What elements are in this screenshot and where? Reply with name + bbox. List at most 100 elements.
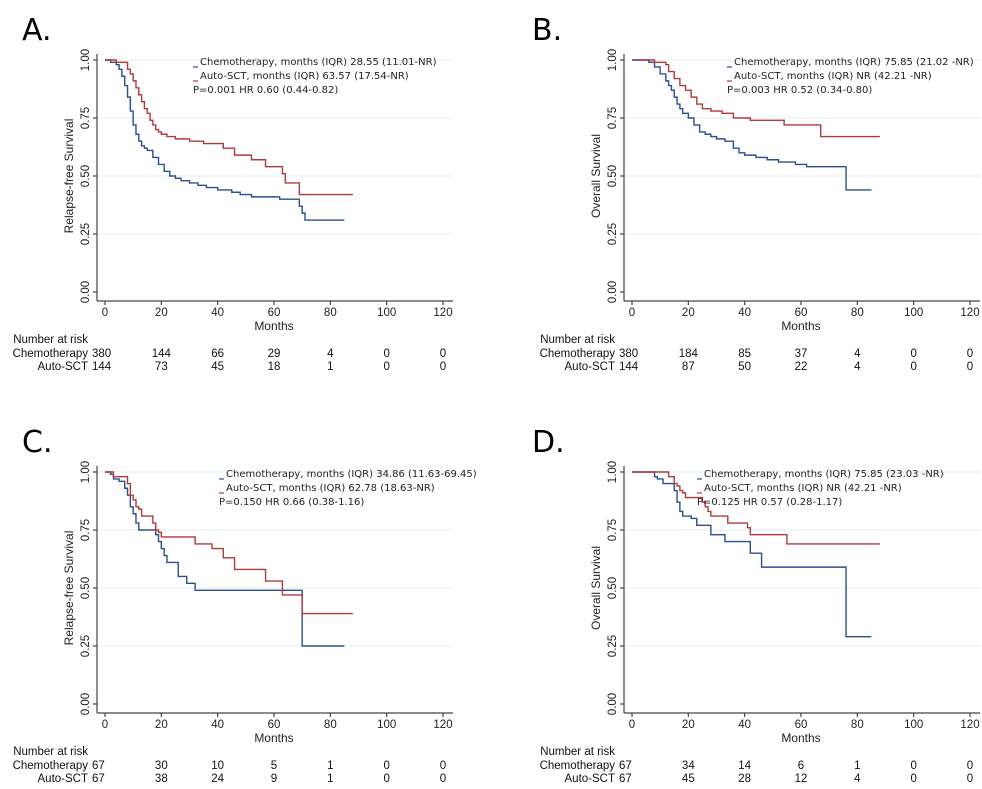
- stats-annotation: P=0.001 HR 0.60 (0.44-0.82): [193, 85, 338, 96]
- y-tick-label: 0.75: [607, 107, 619, 129]
- risk-count: 0: [967, 760, 973, 772]
- y-tick-label: 0.75: [607, 519, 619, 541]
- x-tick-label: 40: [738, 719, 751, 731]
- risk-count: 4: [327, 348, 334, 360]
- risk-count: 73: [155, 361, 168, 373]
- panel-letter: B.: [532, 13, 562, 48]
- legend-entry: Auto-SCT, months (IQR) 63.57 (17.54-NR): [200, 71, 409, 82]
- risk-count: 144: [619, 361, 639, 373]
- x-tick-label: 40: [211, 307, 224, 319]
- risk-row-label: Auto-SCT: [565, 361, 616, 373]
- x-axis-title: Months: [781, 319, 820, 333]
- risk-count: 0: [440, 773, 446, 785]
- risk-count: 66: [211, 348, 224, 360]
- risk-count: 380: [92, 348, 111, 360]
- risk-count: 0: [440, 361, 446, 373]
- risk-count: 380: [619, 348, 638, 360]
- legend-entry: Chemotherapy, months (IQR) 34.86 (11.63-…: [226, 469, 477, 480]
- risk-count: 67: [92, 760, 105, 772]
- y-tick-label: 1.00: [607, 49, 619, 71]
- risk-count: 67: [619, 773, 632, 785]
- panel-letter: C.: [22, 425, 52, 460]
- survival-curve-chemotherapy: [105, 59, 345, 221]
- legend-entry: Chemotherapy, months (IQR) 75.85 (21.02 …: [734, 57, 974, 68]
- risk-count: 0: [440, 760, 446, 772]
- y-tick-label: 0.50: [80, 577, 92, 599]
- risk-count: 10: [211, 760, 224, 772]
- x-tick-label: 0: [629, 307, 635, 319]
- survival-curve-auto-sct: [105, 59, 353, 196]
- risk-count: 1: [327, 760, 333, 772]
- risk-count: 9: [271, 773, 277, 785]
- risk-count: 5: [271, 760, 277, 772]
- panel-letter: A.: [22, 13, 52, 48]
- risk-count: 67: [619, 760, 632, 772]
- risk-count: 87: [682, 361, 695, 373]
- legend-entry: Auto-SCT, months (IQR) 62.78 (18.63-NR): [226, 483, 435, 494]
- survival-curve-chemotherapy: [105, 471, 345, 647]
- x-tick-label: 40: [738, 307, 751, 319]
- y-axis-title: Relapse-free Survival: [62, 119, 76, 234]
- risk-row-label: Chemotherapy: [540, 760, 616, 772]
- risk-count: 0: [967, 773, 973, 785]
- risk-count: 12: [795, 773, 808, 785]
- x-tick-label: 20: [682, 307, 695, 319]
- legend-entry: Auto-SCT, months (IQR) NR (42.21 -NR): [704, 483, 902, 494]
- risk-table-title: Number at risk: [540, 746, 615, 758]
- risk-count: 144: [92, 361, 112, 373]
- y-tick-label: 1.00: [80, 461, 92, 483]
- y-axis-title: Relapse-free Survival: [62, 531, 76, 646]
- risk-count: 1: [854, 760, 860, 772]
- x-axis-title: Months: [254, 731, 293, 745]
- risk-count: 22: [795, 361, 808, 373]
- risk-count: 24: [211, 773, 224, 785]
- risk-count: 0: [383, 348, 389, 360]
- x-tick-label: 80: [324, 719, 337, 731]
- x-tick-label: 120: [433, 307, 452, 319]
- x-tick-label: 100: [904, 307, 923, 319]
- risk-count: 4: [854, 348, 861, 360]
- x-tick-label: 100: [904, 719, 923, 731]
- risk-count: 4: [854, 773, 861, 785]
- x-tick-label: 20: [155, 719, 168, 731]
- y-tick-label: 0.00: [607, 281, 619, 303]
- y-tick-label: 0.25: [607, 635, 619, 657]
- y-tick-label: 1.00: [80, 49, 92, 71]
- risk-count: 6: [798, 760, 804, 772]
- risk-table-title: Number at risk: [13, 746, 88, 758]
- km-panel-b: B.0.000.250.500.751.000 20 40 60 80 100 120Mon…: [532, 13, 980, 373]
- legend-entry: Auto-SCT, months (IQR) NR (42.21 -NR): [734, 71, 932, 82]
- risk-count: 50: [738, 361, 751, 373]
- risk-count: 67: [92, 773, 105, 785]
- risk-count: 4: [854, 361, 861, 373]
- stats-annotation: P=0.003 HR 0.52 (0.34-0.80): [727, 85, 872, 96]
- y-tick-label: 0.50: [607, 165, 619, 187]
- y-tick-label: 0.00: [80, 693, 92, 715]
- risk-row-label: Chemotherapy: [13, 760, 89, 772]
- risk-count: 29: [268, 348, 281, 360]
- risk-count: 0: [967, 348, 973, 360]
- x-tick-label: 0: [102, 307, 108, 319]
- risk-count: 0: [910, 773, 916, 785]
- legend-entry: Chemotherapy, months (IQR) 75.85 (23.03 …: [704, 469, 944, 480]
- y-tick-label: 0.00: [607, 693, 619, 715]
- risk-count: 45: [682, 773, 695, 785]
- x-tick-label: 120: [960, 307, 979, 319]
- risk-count: 0: [910, 361, 916, 373]
- risk-row-label: Chemotherapy: [13, 348, 89, 360]
- x-tick-label: 60: [268, 719, 281, 731]
- risk-table-title: Number at risk: [13, 334, 88, 346]
- risk-count: 34: [682, 760, 695, 772]
- risk-count: 0: [383, 361, 389, 373]
- risk-count: 28: [738, 773, 751, 785]
- risk-count: 85: [738, 348, 751, 360]
- risk-row-label: Auto-SCT: [38, 773, 89, 785]
- survival-curve-auto-sct: [105, 471, 353, 615]
- km-panel-c: C.0.000.250.500.751.000 20 40 60 80 100 120Mon…: [13, 425, 477, 785]
- risk-count: 38: [155, 773, 168, 785]
- survival-curve-chemotherapy: [632, 471, 872, 638]
- stats-annotation: P=0.150 HR 0.66 (0.38-1.16): [219, 497, 364, 508]
- risk-count: 18: [268, 361, 281, 373]
- risk-count: 14: [738, 760, 751, 772]
